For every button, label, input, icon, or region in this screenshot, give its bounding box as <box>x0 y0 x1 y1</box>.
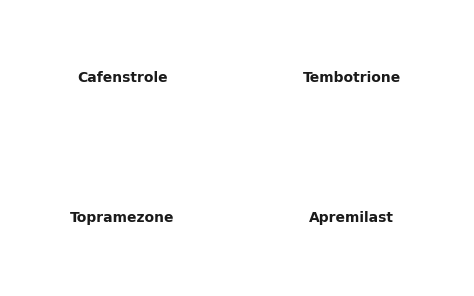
Text: Topramezone: Topramezone <box>70 211 174 225</box>
Text: Apremilast: Apremilast <box>309 211 394 225</box>
Text: Cafenstrole: Cafenstrole <box>77 71 168 85</box>
Text: Tembotrione: Tembotrione <box>302 71 401 85</box>
